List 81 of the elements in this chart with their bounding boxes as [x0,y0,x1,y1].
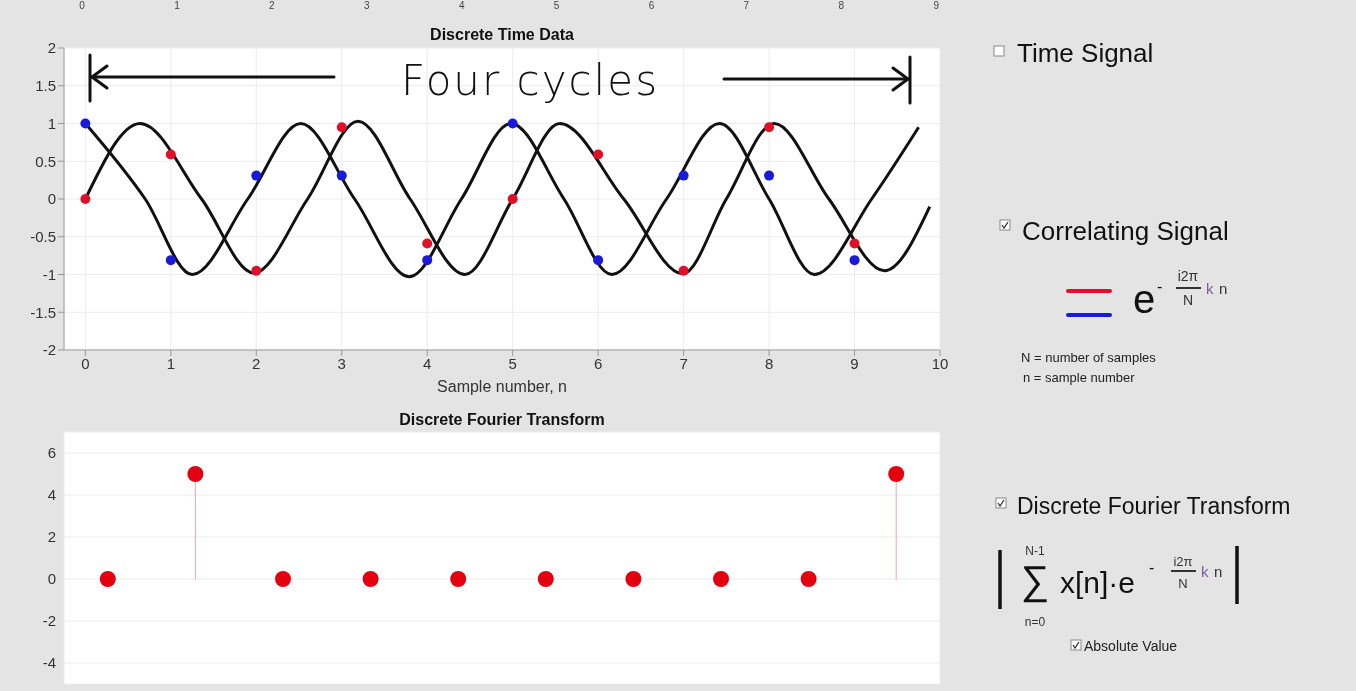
point [251,170,262,181]
x2-tick-label: 0 [79,0,86,11]
point [422,238,433,249]
point [336,122,347,133]
text: i2π [1173,554,1193,569]
text: - [1149,559,1155,576]
x2-tick-label: 8 [838,0,845,11]
text: n = sample number [1023,370,1136,385]
point [165,149,176,160]
y-tick-label: 0.5 [35,152,56,170]
x2-tick-label: 5 [553,0,560,11]
x2-tick-label: 4 [458,0,465,11]
annotation: Four cycles [400,56,660,105]
text: N [1178,576,1188,591]
y-tick-label: -0.5 [30,228,56,246]
text: k [1206,280,1214,297]
y-tick-label: -1.5 [30,303,56,321]
chart-title: Discrete Fourier Transform [398,411,606,429]
y-tick-label: 4 [47,486,56,504]
point [165,255,176,266]
x-tick-label: 2 [252,354,261,372]
point [336,170,347,181]
chart-title: Discrete Time Data [429,26,575,44]
point [80,194,91,204]
y-tick-label: -2 [42,612,56,630]
text: ∑ [1020,558,1050,603]
point [593,149,604,160]
text: n [1214,563,1223,580]
text: Absolute Value [1084,638,1178,654]
text: e [1133,277,1156,321]
x-tick-label: 3 [337,354,346,372]
x-tick-label: 8 [764,354,774,372]
point [593,255,604,266]
y-tick-label: 1 [47,114,56,132]
x-tick-label: 0 [81,354,90,372]
x-tick-label: 6 [593,354,603,372]
x-tick-label: 5 [508,354,517,372]
x-tick-label: 4 [423,354,432,372]
x-tick-label: 10 [931,354,949,372]
text: n=0 [1024,615,1046,629]
text: n [1219,280,1228,297]
text: Time Signal [1017,38,1154,68]
x2-tick-label: 7 [743,0,750,11]
x2-tick-label: 3 [363,0,370,11]
point [507,194,518,204]
x2-tick-label: 2 [269,0,276,11]
y-tick-label: 1.5 [35,77,56,95]
point [80,118,91,129]
point [678,265,689,276]
point [251,265,262,276]
text: N = number of samples [1021,350,1157,365]
point [507,118,518,129]
text: - [1157,278,1163,295]
y-tick-label: -1 [42,265,56,283]
text: x[n]·e [1060,566,1136,599]
point [678,170,689,181]
point [764,170,775,181]
x-axis-title: Sample number, n [437,378,567,395]
y-tick-label: -2 [42,341,56,359]
point [849,255,860,266]
text: k [1201,563,1209,580]
text: Correlating Signal [1022,216,1229,246]
point [764,122,775,133]
y-tick-label: 2 [47,39,56,57]
x-tick-label: 1 [166,354,175,372]
x2-tick-label: 9 [933,0,940,11]
y-tick-label: 0 [47,190,56,208]
point [849,238,860,249]
y-tick-label: 0 [47,570,56,588]
y-tick-label: 2 [47,528,56,546]
y-tick-label: -4 [42,654,56,672]
text: Discrete Fourier Transform [1017,493,1291,519]
x2-tick-label: 6 [648,0,655,11]
x2-tick-label: 1 [174,0,181,11]
y-tick-label: 6 [47,444,56,462]
text: N [1182,292,1194,308]
x-tick-label: 9 [850,354,859,372]
text: N-1 [1025,544,1045,558]
text: i2π [1177,268,1199,284]
point [422,255,433,266]
x-tick-label: 7 [679,354,688,372]
